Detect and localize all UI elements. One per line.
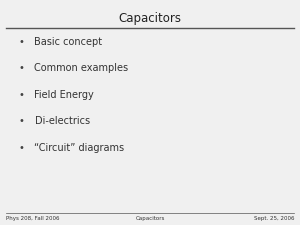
Text: Sept. 25, 2006: Sept. 25, 2006 (254, 216, 294, 221)
Text: •: • (18, 90, 24, 100)
Text: Basic concept: Basic concept (34, 37, 103, 47)
Text: Capacitors: Capacitors (135, 216, 165, 221)
Text: Field Energy: Field Energy (34, 90, 94, 100)
Text: Di-electrics: Di-electrics (34, 116, 90, 126)
Text: Phys 208, Fall 2006: Phys 208, Fall 2006 (6, 216, 59, 221)
Text: Common examples: Common examples (34, 63, 129, 73)
Text: •: • (18, 63, 24, 73)
Text: •: • (18, 143, 24, 153)
Text: Capacitors: Capacitors (118, 12, 182, 25)
Text: “Circuit” diagrams: “Circuit” diagrams (34, 143, 124, 153)
Text: •: • (18, 116, 24, 126)
Text: •: • (18, 37, 24, 47)
